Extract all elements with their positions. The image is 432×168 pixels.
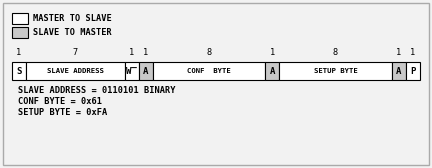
Bar bbox=[26, 62, 124, 80]
Text: S: S bbox=[16, 67, 22, 75]
Bar bbox=[124, 62, 139, 80]
Text: SLAVE ADDRESS = 0110101 BINARY: SLAVE ADDRESS = 0110101 BINARY bbox=[18, 86, 175, 95]
Text: 1: 1 bbox=[396, 48, 401, 57]
Text: A: A bbox=[396, 67, 402, 75]
Text: 1: 1 bbox=[270, 48, 275, 57]
Text: 8: 8 bbox=[206, 48, 212, 57]
Text: 8: 8 bbox=[333, 48, 338, 57]
Text: CONF  BYTE: CONF BYTE bbox=[187, 68, 231, 74]
Text: 1: 1 bbox=[143, 48, 148, 57]
Text: 7: 7 bbox=[73, 48, 78, 57]
Text: MASTER TO SLAVE: MASTER TO SLAVE bbox=[33, 14, 112, 23]
Bar bbox=[12, 62, 26, 80]
Text: 1: 1 bbox=[16, 48, 22, 57]
Text: SETUP BYTE = 0xFA: SETUP BYTE = 0xFA bbox=[18, 108, 107, 117]
Text: A: A bbox=[270, 67, 275, 75]
Text: A: A bbox=[143, 67, 148, 75]
Bar bbox=[265, 62, 280, 80]
Text: SETUP BYTE: SETUP BYTE bbox=[314, 68, 357, 74]
Text: P: P bbox=[410, 67, 416, 75]
Text: CONF BYTE = 0x61: CONF BYTE = 0x61 bbox=[18, 97, 102, 106]
Text: 1: 1 bbox=[129, 48, 134, 57]
Text: 1: 1 bbox=[410, 48, 416, 57]
Text: SLAVE ADDRESS: SLAVE ADDRESS bbox=[47, 68, 104, 74]
Bar bbox=[392, 62, 406, 80]
Bar bbox=[280, 62, 392, 80]
Bar bbox=[139, 62, 152, 80]
Text: W̅: W̅ bbox=[126, 67, 137, 75]
Bar bbox=[12, 13, 28, 24]
Text: SLAVE TO MASTER: SLAVE TO MASTER bbox=[33, 28, 112, 37]
Bar bbox=[12, 27, 28, 38]
Bar bbox=[406, 62, 420, 80]
Bar bbox=[152, 62, 265, 80]
